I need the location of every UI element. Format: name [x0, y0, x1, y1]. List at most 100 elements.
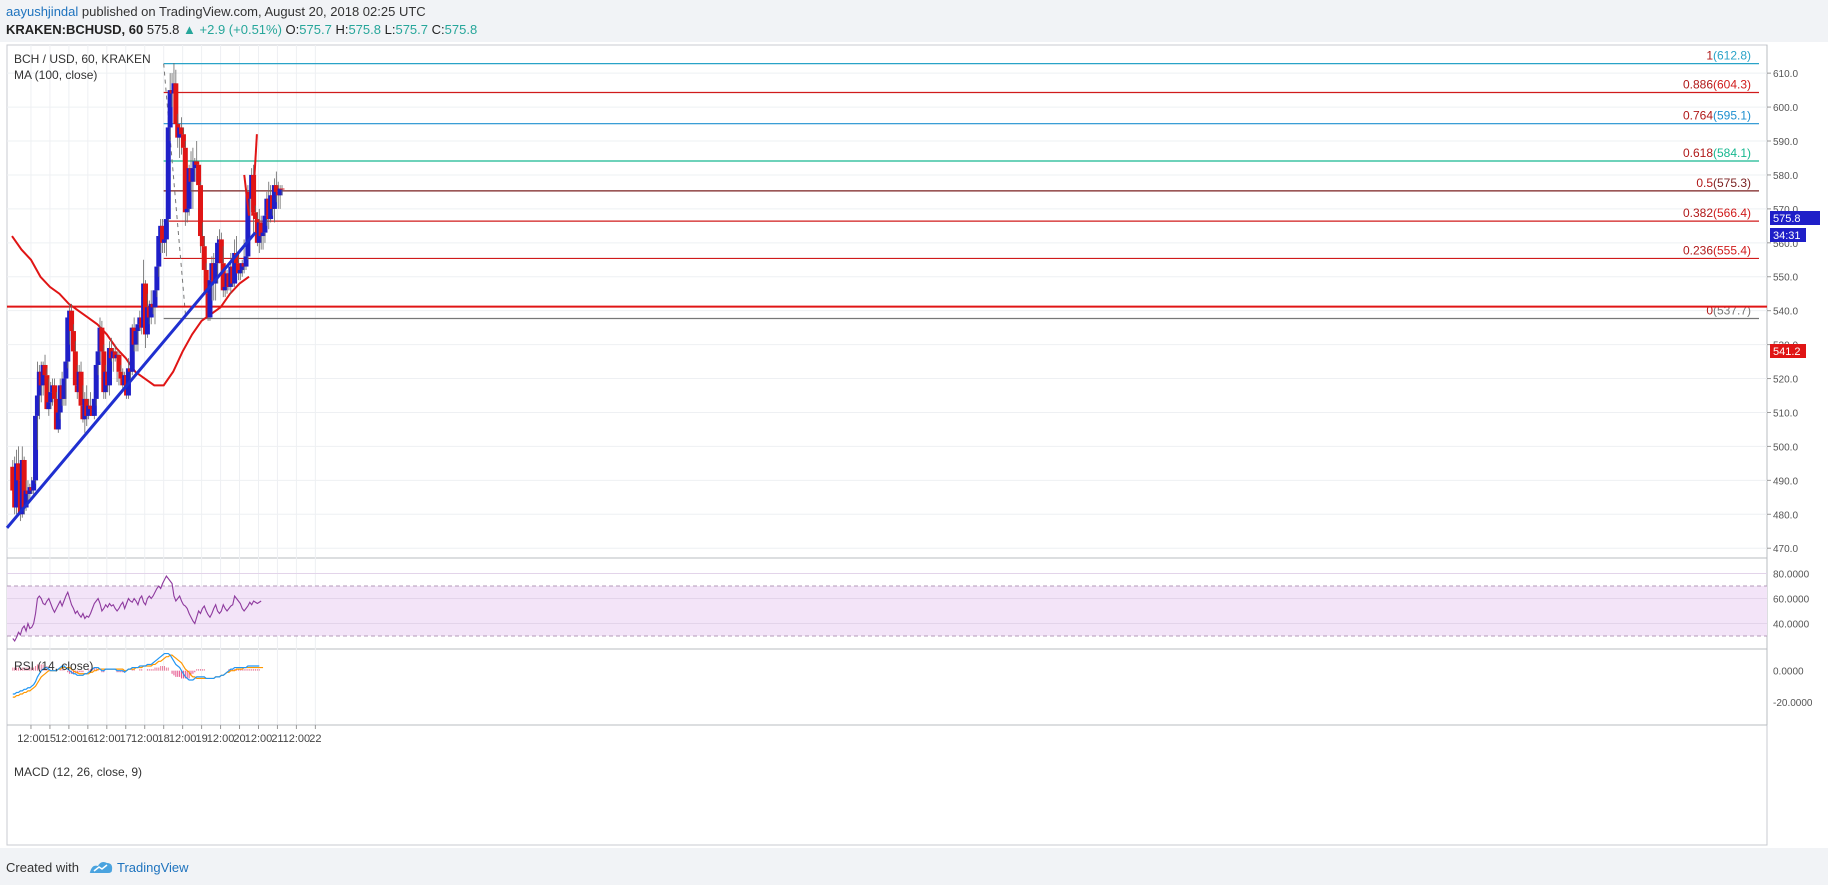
candle-body: [163, 219, 169, 240]
candle-body: [165, 127, 171, 220]
projection-down: [243, 174, 250, 216]
fib-level-price: (584.1): [1713, 146, 1751, 160]
time-tick-label: 21: [271, 733, 283, 745]
candle-body: [215, 242, 221, 264]
candle-body: [93, 364, 99, 399]
candle-body: [148, 303, 154, 318]
created-with-text: Created with: [6, 860, 79, 875]
candle-body: [203, 269, 209, 294]
candle-body: [99, 327, 105, 352]
price-tick-label: 480.0: [1773, 510, 1798, 521]
support-trendline: [5, 231, 257, 529]
candle-body: [144, 307, 150, 335]
rsi-tick-label: 80.0000: [1773, 570, 1810, 581]
rsi-band: [7, 573, 1767, 637]
close-label: C:: [431, 22, 445, 37]
candle-body: [239, 263, 245, 270]
candle-body: [72, 351, 78, 386]
candle-body: [245, 191, 251, 257]
candle-body: [184, 208, 190, 213]
candle-body: [279, 188, 285, 190]
fib-level-price: (575.3): [1713, 176, 1751, 190]
candle-body: [273, 185, 279, 192]
price-tick-label: 600.0: [1773, 103, 1798, 114]
candle-body: [46, 402, 52, 410]
candle-body: [129, 327, 135, 372]
candle-body: [133, 331, 139, 345]
fib-level-value: 0.5: [1696, 176, 1713, 190]
fib-level-price: (612.8): [1713, 49, 1751, 63]
candle-body: [194, 161, 200, 165]
candle-body: [31, 480, 37, 491]
candle-body: [48, 392, 54, 403]
candle-body: [61, 378, 67, 399]
candle-body: [152, 290, 158, 308]
tradingview-link[interactable]: TradingView: [117, 860, 189, 875]
projection-up: [251, 134, 258, 216]
candle-body: [258, 222, 264, 237]
candle-body: [91, 398, 97, 416]
close-value: 575.8: [444, 22, 478, 37]
price-tick-label: 590.0: [1773, 137, 1798, 148]
symbol-name: KRAKEN:BCHUSD, 60: [6, 22, 144, 37]
candle-body: [69, 310, 75, 332]
time-tick-label: 12:00: [93, 733, 121, 745]
candle-body: [277, 188, 283, 196]
high-value: 575.8: [348, 22, 381, 37]
rsi-band-fill: [7, 586, 1767, 636]
grid: [7, 45, 1768, 725]
candle-body: [95, 351, 101, 365]
rsi-tick-label: 40.0000: [1773, 620, 1810, 631]
time-tick-label: 16: [82, 733, 94, 745]
time-tick-label: 19: [195, 733, 207, 745]
author-link[interactable]: aayushjindal: [6, 4, 79, 19]
open-value: 575.7: [299, 22, 332, 37]
fib-level-value: 0.618: [1683, 146, 1713, 160]
candle-body: [78, 371, 84, 406]
candle-body: [15, 463, 21, 481]
candle-body: [65, 317, 71, 362]
candle-body: [243, 256, 249, 267]
candle-body: [234, 252, 240, 264]
candle-body: [161, 239, 167, 243]
candle-body: [88, 405, 94, 410]
tradingview-logo-icon: [89, 862, 113, 873]
rsi-line: [12, 574, 262, 643]
price-axis: 470.0480.0490.0500.0510.0520.0530.0540.0…: [1767, 69, 1813, 709]
countdown-badge-text: 34:31: [1773, 230, 1801, 242]
macd-tick-label: 0.0000: [1773, 667, 1804, 678]
time-tick-label: 18: [158, 733, 170, 745]
candle-body: [190, 168, 196, 182]
price-tick-label: 540.0: [1773, 307, 1798, 318]
candle-body: [55, 412, 61, 430]
candle-body: [63, 361, 69, 379]
price-tick-label: 560.0: [1773, 239, 1798, 250]
candle-body: [260, 232, 266, 237]
last-price: 575.8: [146, 22, 180, 37]
fib-level-price: (566.4): [1713, 206, 1751, 220]
candle-body: [23, 490, 29, 508]
time-tick-label: 12:00: [283, 733, 311, 745]
candle-body: [220, 263, 226, 291]
fib-level-price: (604.3): [1713, 77, 1751, 91]
rsi-path: [12, 574, 262, 643]
candle-body: [154, 266, 160, 291]
last-price-badge: [1770, 211, 1820, 225]
candle-body: [135, 324, 141, 332]
candle-body: [213, 263, 219, 284]
price-tick-label: 470.0: [1773, 544, 1798, 555]
publish-text: published on TradingView.com, August 20,…: [81, 4, 426, 19]
candle-body: [116, 354, 122, 372]
projection-arrow: [243, 134, 258, 216]
chart-area[interactable]: 1 (612.8)0.886 (604.3) 0.764 (595.1) 0.618 (58…: [0, 42, 1828, 848]
candle-body: [197, 185, 203, 237]
candle-body: [252, 212, 258, 220]
price-tick-label: 520.0: [1773, 375, 1798, 386]
last-price-badge-text: 575.8: [1773, 213, 1801, 225]
macd-title: MACD (12, 26, close, 9): [14, 765, 142, 779]
candle-body: [237, 269, 243, 274]
candle-body: [21, 459, 27, 508]
fib-level-value: 1: [1706, 49, 1713, 63]
fib-level-value: 0.764: [1683, 109, 1713, 123]
candle-body: [173, 83, 179, 125]
